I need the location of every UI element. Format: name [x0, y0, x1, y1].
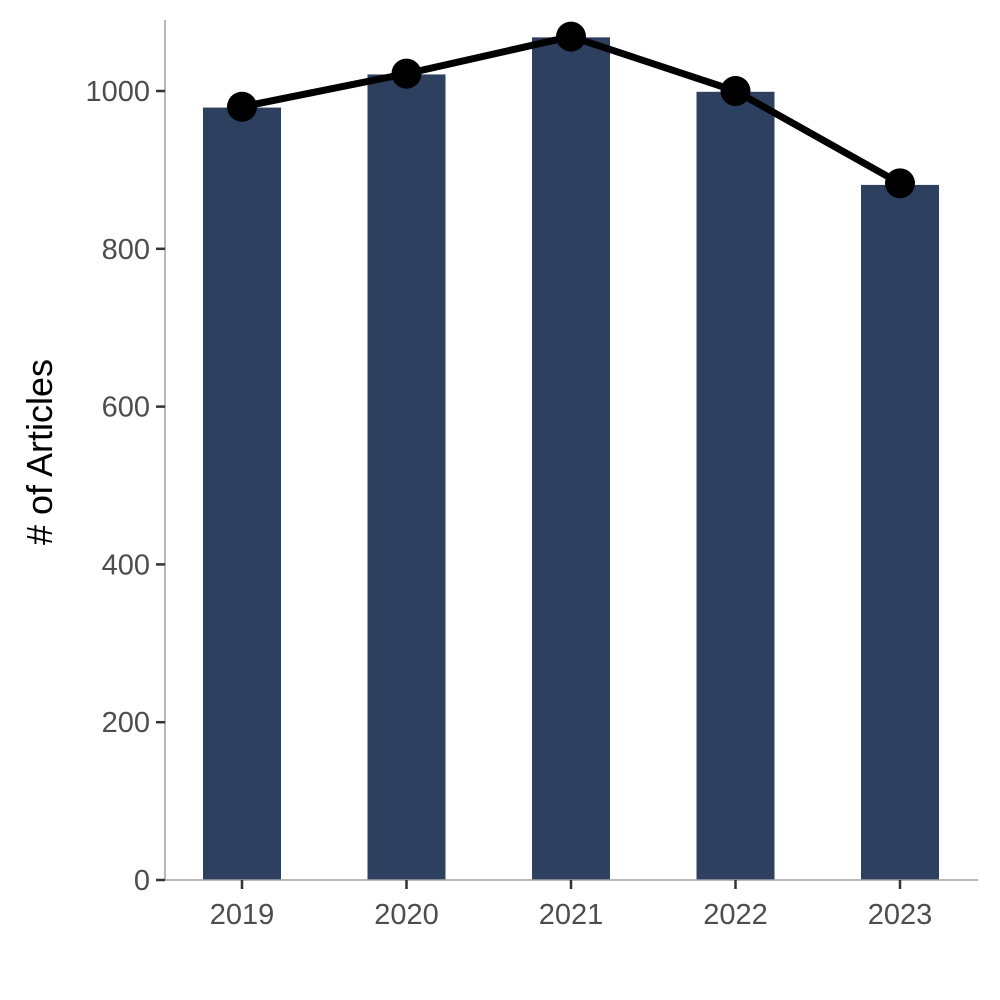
points-layer	[227, 21, 915, 199]
bar-2023	[861, 184, 939, 881]
x-tick-label-2019: 2019	[210, 899, 275, 931]
point-2022	[720, 76, 751, 107]
y-tick-label-400: 400	[102, 549, 150, 581]
y-tick-label-200: 200	[102, 707, 150, 739]
bar-2020	[367, 74, 446, 880]
x-tick-label-2023: 2023	[868, 899, 933, 931]
y-tick-label-600: 600	[102, 392, 150, 424]
bar-2019	[203, 107, 281, 880]
y-axis-title: # of Articles	[19, 359, 60, 545]
point-2021	[556, 21, 586, 52]
point-2023	[885, 168, 915, 199]
point-2020	[391, 58, 422, 89]
bar-2022	[696, 91, 775, 881]
x-ticks-layer: 2019 2020 2021 2022 2023	[210, 880, 933, 931]
x-tick-label-2020: 2020	[374, 899, 439, 931]
y-tick-label-1000: 1000	[85, 76, 150, 108]
y-tick-label-800: 800	[102, 234, 150, 266]
bar-2021	[532, 37, 610, 881]
y-ticks-layer: 0 200 400 600 800 1000	[85, 76, 165, 897]
bars-layer	[203, 37, 939, 881]
point-2019	[227, 91, 257, 122]
y-tick-label-0: 0	[134, 865, 150, 897]
x-tick-label-2021: 2021	[539, 899, 604, 931]
x-tick-label-2022: 2022	[703, 899, 768, 931]
